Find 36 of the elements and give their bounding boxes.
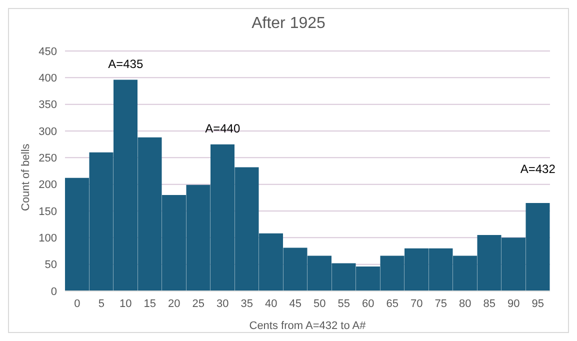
annotation: A=432 — [520, 162, 556, 176]
y-tick-label: 200 — [38, 179, 57, 192]
x-tick-label: 50 — [314, 298, 326, 310]
x-tick-label: 40 — [265, 298, 278, 310]
x-tick-label: 15 — [144, 298, 156, 310]
annotation: A=440 — [205, 121, 240, 136]
x-tick-label: 85 — [483, 298, 496, 310]
y-tick-label: 400 — [38, 72, 57, 85]
x-tick-label: 75 — [434, 298, 447, 310]
x-tick-label: 25 — [192, 298, 204, 310]
y-tick-label: 450 — [38, 46, 57, 58]
x-axis-title: Cents from A=432 to A# — [249, 320, 367, 332]
x-tick-label: 5 — [98, 298, 104, 310]
annotation: A=435 — [108, 56, 144, 71]
chart-title: After 1925 — [250, 14, 326, 34]
x-tick-label: 35 — [240, 298, 253, 310]
x-tick-label: 20 — [168, 298, 180, 310]
y-tick-label: 0 — [50, 286, 57, 298]
x-tick-label: 45 — [289, 298, 302, 310]
x-tick-label: 90 — [508, 298, 520, 310]
x-tick-label: 55 — [338, 298, 350, 310]
x-tick-label: 80 — [459, 298, 472, 310]
x-tick-label: 60 — [362, 298, 374, 310]
y-tick-label: 50 — [44, 259, 57, 272]
y-tick-label: 150 — [38, 206, 57, 218]
y-tick-label: 250 — [38, 152, 57, 165]
y-tick-label: 300 — [38, 126, 57, 138]
x-tick-label: 0 — [74, 298, 80, 310]
x-tick-label: 95 — [532, 298, 544, 310]
y-axis-title: Count of bells — [20, 143, 32, 211]
x-tick-label: 70 — [410, 298, 423, 310]
x-tick-label: 10 — [120, 298, 132, 310]
y-tick-label: 100 — [38, 232, 57, 245]
y-tick-label: 350 — [38, 99, 57, 112]
x-tick-label: 30 — [216, 298, 229, 310]
x-tick-label: 65 — [386, 298, 398, 310]
